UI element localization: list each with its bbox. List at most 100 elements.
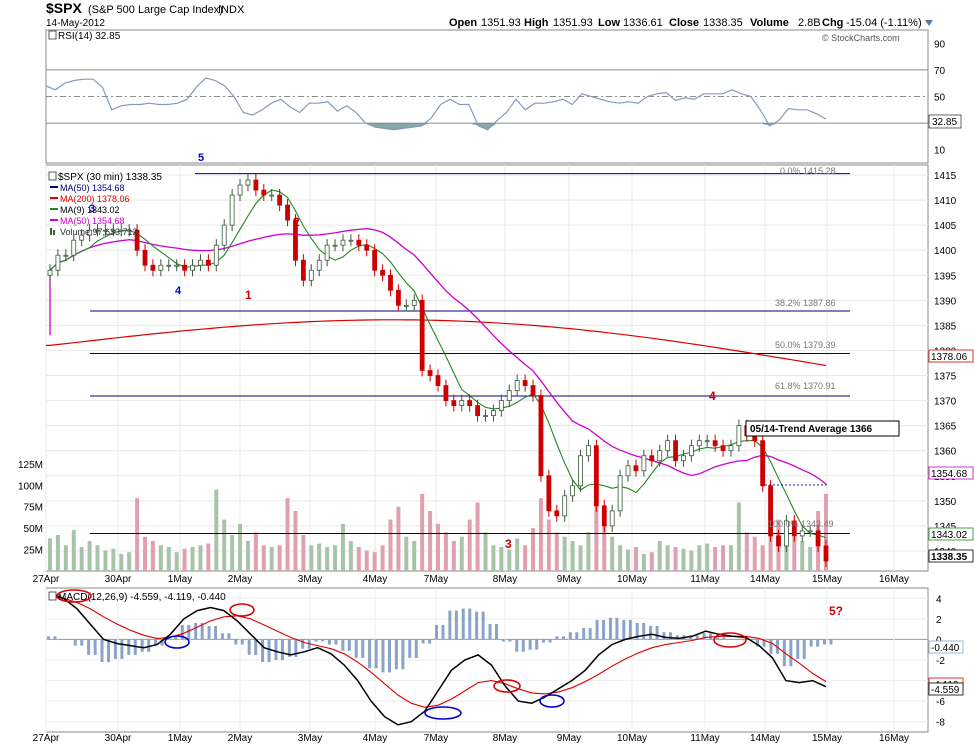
macd-legend-box-icon[interactable] bbox=[48, 591, 57, 601]
macd-hist-bar bbox=[341, 639, 345, 651]
candle-body bbox=[293, 219, 298, 261]
volume-bar bbox=[752, 536, 757, 571]
rsi-legend-box-icon[interactable] bbox=[48, 30, 57, 40]
macd-hist-bar bbox=[80, 639, 84, 646]
candle-body bbox=[736, 425, 742, 447]
candle-body bbox=[300, 259, 306, 281]
volume-bar bbox=[499, 547, 504, 571]
trend-average-label: 05/14-Trend Average 1366 bbox=[750, 424, 873, 435]
volume-bar bbox=[610, 536, 615, 571]
volume-bar bbox=[744, 532, 749, 571]
macd-line-tag bbox=[928, 682, 964, 696]
macd-hist-bar bbox=[735, 639, 739, 640]
candle-body bbox=[388, 274, 393, 291]
macd-hist-bar bbox=[675, 635, 679, 640]
candle-body bbox=[578, 455, 583, 487]
candle-body bbox=[799, 530, 805, 537]
fib-100-label: 100.0% 1343.49 bbox=[768, 519, 834, 529]
wave-3-red: 3 bbox=[505, 537, 512, 551]
candle-body bbox=[308, 269, 314, 281]
candle-body bbox=[435, 375, 441, 386]
candle-body bbox=[87, 229, 92, 236]
macd-hist-bar bbox=[428, 639, 432, 644]
macd-hist-bar bbox=[227, 633, 231, 640]
volume-bar bbox=[728, 545, 733, 571]
volume-bar bbox=[459, 536, 464, 571]
volume-bar bbox=[380, 545, 385, 571]
macd-hist-bar bbox=[107, 639, 111, 663]
macd-hist-bar bbox=[775, 639, 779, 654]
macd-tick-label: 2 bbox=[936, 615, 942, 626]
macd-hist-bar bbox=[287, 639, 291, 657]
candle-body bbox=[815, 530, 821, 547]
macd-hist-bar bbox=[220, 633, 224, 640]
macd-x-tick-label: 8May bbox=[493, 733, 517, 744]
volume-bar bbox=[562, 536, 567, 571]
candle-body bbox=[514, 380, 520, 391]
volume-bar bbox=[182, 548, 187, 571]
macd-hist-bar bbox=[608, 617, 612, 640]
macd-hist-bar bbox=[133, 639, 137, 655]
candle-body bbox=[332, 244, 338, 247]
volume-bar bbox=[760, 545, 765, 571]
volume-bar bbox=[285, 498, 290, 571]
macd-hist-bar bbox=[722, 637, 726, 640]
candle-body bbox=[760, 440, 766, 487]
macd-hist-bar bbox=[173, 636, 177, 640]
macd-hist-bar bbox=[368, 639, 372, 669]
candle-body bbox=[103, 229, 108, 232]
candle-body bbox=[601, 505, 607, 527]
volume-bar bbox=[230, 535, 235, 571]
x-tick-label: 9May bbox=[557, 574, 581, 585]
macd-x-tick-label: 9May bbox=[557, 733, 581, 744]
crossover-ellipse-2 bbox=[164, 635, 190, 649]
macd-hist-bar bbox=[802, 639, 806, 659]
low-label: Low bbox=[598, 17, 620, 29]
candle-body bbox=[340, 239, 346, 246]
macd-hist-bar bbox=[488, 624, 492, 640]
macd-x-tick-label: 10May bbox=[617, 733, 647, 744]
high-label: High bbox=[524, 17, 549, 29]
candle-body bbox=[704, 440, 710, 443]
macd-hist-bar bbox=[53, 636, 57, 640]
volume-bar bbox=[800, 541, 805, 571]
macd-hist-bar bbox=[662, 632, 666, 640]
macd-hist-bar bbox=[347, 639, 351, 651]
volume-bar bbox=[721, 545, 726, 571]
candle-body bbox=[633, 465, 639, 472]
ma50-tag-label: 1354.68 bbox=[931, 469, 968, 480]
macd-hist-bar bbox=[508, 639, 512, 642]
volume-bar bbox=[633, 547, 638, 571]
volume-bar bbox=[665, 545, 670, 571]
volume-bar bbox=[491, 545, 496, 571]
candle-body bbox=[245, 179, 251, 186]
macd-x-tick-label: 16May bbox=[879, 733, 909, 744]
candle-body bbox=[364, 244, 370, 251]
price-legend-box-icon[interactable] bbox=[48, 171, 57, 181]
candle-body bbox=[475, 405, 480, 417]
volume-bar bbox=[111, 548, 116, 571]
macd-hist-bar bbox=[655, 626, 659, 640]
volume-bar bbox=[63, 545, 68, 571]
macd-hist-bar bbox=[448, 610, 452, 640]
candle-body bbox=[538, 395, 544, 477]
candle-body bbox=[396, 289, 401, 306]
candle-body bbox=[681, 455, 686, 462]
candle-body bbox=[142, 249, 148, 266]
crossover-ellipse-7 bbox=[713, 632, 747, 648]
volume-bar bbox=[55, 535, 60, 571]
macd-hist-bar bbox=[561, 636, 565, 640]
chevron-down-icon[interactable] bbox=[925, 20, 933, 26]
crossover-ellipse-5 bbox=[493, 679, 521, 693]
candle-body bbox=[47, 269, 53, 276]
macd-hist-bar bbox=[200, 622, 204, 640]
ma50b-legend: MA(50) 1354.68 bbox=[60, 216, 125, 226]
candle-body bbox=[372, 249, 378, 271]
macd-hist-bar bbox=[127, 639, 131, 655]
volume-bar bbox=[301, 535, 306, 571]
macd-line-tag-label: -4.559 bbox=[931, 685, 960, 696]
volume-bar bbox=[222, 519, 227, 571]
volume-bar bbox=[618, 545, 623, 571]
macd-hist-bar bbox=[622, 619, 626, 640]
open-value: 1351.93 bbox=[481, 17, 521, 29]
